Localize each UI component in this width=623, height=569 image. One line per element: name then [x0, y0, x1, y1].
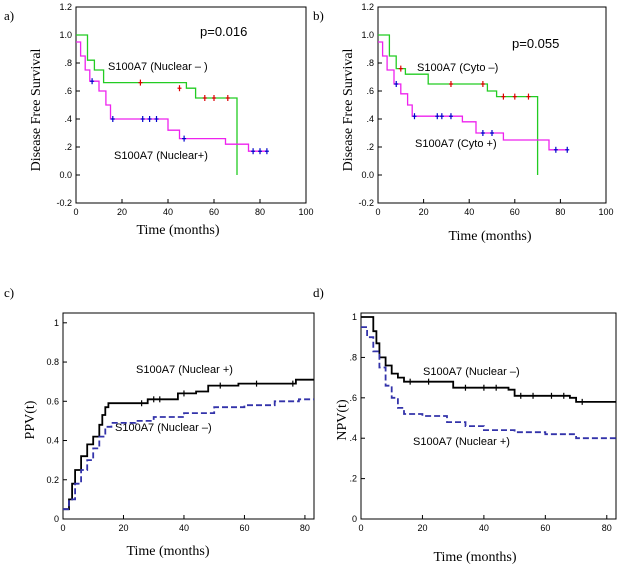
- x-tick-label: 20: [118, 523, 128, 533]
- x-tick-label: 40: [479, 523, 489, 533]
- y-tick-label: .8: [64, 58, 72, 68]
- y-axis-label: Disease Free Survival: [29, 48, 44, 171]
- series-label-cyto-pos: S100A7 (Cyto +): [415, 138, 497, 150]
- x-tick-label: 80: [602, 523, 612, 533]
- y-tick-label: 0: [352, 514, 357, 524]
- series-line: [63, 378, 314, 511]
- plot-frame: [377, 6, 607, 204]
- x-tick-label: 80: [555, 207, 565, 217]
- x-axis-label: Time (months): [448, 229, 531, 244]
- y-tick-label: .8: [349, 352, 357, 362]
- series-label-nuclear-neg: S100A7 (Nuclear –): [115, 422, 212, 434]
- series-label-nuclear-pos: S100A7 (Nuclear +): [136, 364, 233, 376]
- x-tick-label: 20: [117, 207, 127, 217]
- x-tick-label: 60: [510, 207, 520, 217]
- series-line: [361, 316, 616, 403]
- x-tick-label: 80: [255, 207, 265, 217]
- series-line: [76, 34, 238, 175]
- y-tick-label: .8: [366, 58, 374, 68]
- panel-b: b) Disease Free Survival Time (months) p…: [313, 2, 614, 244]
- y-tick-label: 0.4: [46, 436, 59, 446]
- y-tick-label: .4: [349, 433, 357, 443]
- y-tick-label: 0.0: [59, 170, 72, 180]
- y-tick-label: 1: [54, 318, 59, 328]
- y-tick-label: .6: [366, 86, 374, 96]
- y-tick-label: 1.2: [361, 2, 374, 12]
- y-tick-label: 0.6: [46, 396, 59, 406]
- panel-label: c): [4, 285, 14, 300]
- y-tick-label: -0.2: [56, 198, 72, 208]
- p-value: p=0.055: [512, 36, 559, 51]
- x-axis-label: Time (months): [136, 223, 219, 238]
- series-line: [76, 41, 267, 152]
- panel-c: c) PPV(t) Time (months) S100A7 (Nuclear …: [4, 285, 315, 559]
- y-axis-label: NPV(t): [335, 399, 350, 441]
- y-tick-label: .2: [64, 142, 72, 152]
- plot-frame: [62, 312, 315, 520]
- x-axis-label: Time (months): [126, 544, 209, 559]
- y-tick-label: .6: [349, 393, 357, 403]
- y-tick-label: .4: [366, 114, 374, 124]
- y-tick-label: 0.8: [46, 357, 59, 367]
- x-tick-label: 0: [358, 523, 363, 533]
- x-axis-label: Time (months): [433, 550, 516, 565]
- series-line: [361, 326, 617, 441]
- y-axis-label: Disease Free Survival: [341, 48, 356, 171]
- series-label-nuclear-neg: S100A7 (Nuclear –): [423, 366, 520, 378]
- plot-frame: [75, 6, 307, 204]
- y-tick-label: .2: [349, 474, 357, 484]
- y-tick-label: 1.0: [361, 30, 374, 40]
- plot-frame: [360, 312, 617, 520]
- y-tick-label: .4: [64, 114, 72, 124]
- x-tick-label: 60: [209, 207, 219, 217]
- x-tick-label: 100: [598, 207, 613, 217]
- series-label-nuclear-pos: S100A7 (Nuclear+): [114, 150, 208, 162]
- y-axis-label: PPV(t): [23, 400, 38, 439]
- series-label-cyto-neg: S100A7 (Cyto –): [417, 62, 498, 74]
- y-tick-label: 0.2: [46, 475, 59, 485]
- panel-label: b): [313, 8, 324, 23]
- y-tick-label: 1.2: [59, 2, 72, 12]
- y-tick-label: -0.2: [358, 198, 374, 208]
- x-tick-label: 40: [464, 207, 474, 217]
- x-tick-label: 60: [540, 523, 550, 533]
- panel-a: a) Disease Free Survival Time (months) p…: [4, 2, 314, 238]
- series-line: [63, 398, 314, 511]
- y-tick-label: 1: [352, 312, 357, 322]
- y-tick-label: .2: [366, 142, 374, 152]
- series-label-nuclear-neg: S100A7 (Nuclear – ): [108, 61, 208, 73]
- y-tick-label: 0.0: [361, 170, 374, 180]
- x-tick-label: 40: [163, 207, 173, 217]
- y-tick-label: .6: [64, 86, 72, 96]
- panel-d: d) NPV(t) Time (months) S100A7 (Nuclear …: [313, 285, 617, 565]
- x-tick-label: 80: [300, 523, 310, 533]
- x-tick-label: 60: [239, 523, 249, 533]
- panel-label: a): [4, 8, 14, 23]
- x-tick-label: 0: [60, 523, 65, 533]
- series-label-nuclear-pos: S100A7 (Nuclear +): [413, 436, 510, 448]
- series-line: [378, 41, 568, 151]
- series-line: [378, 34, 539, 175]
- p-value: p=0.016: [200, 24, 247, 39]
- x-tick-label: 100: [298, 207, 313, 217]
- x-tick-label: 0: [375, 207, 380, 217]
- x-tick-label: 20: [419, 207, 429, 217]
- x-tick-label: 20: [417, 523, 427, 533]
- x-tick-label: 40: [179, 523, 189, 533]
- x-tick-label: 0: [73, 207, 78, 217]
- y-tick-label: 1.0: [59, 30, 72, 40]
- panel-label: d): [313, 285, 324, 300]
- y-tick-label: 0: [54, 514, 59, 524]
